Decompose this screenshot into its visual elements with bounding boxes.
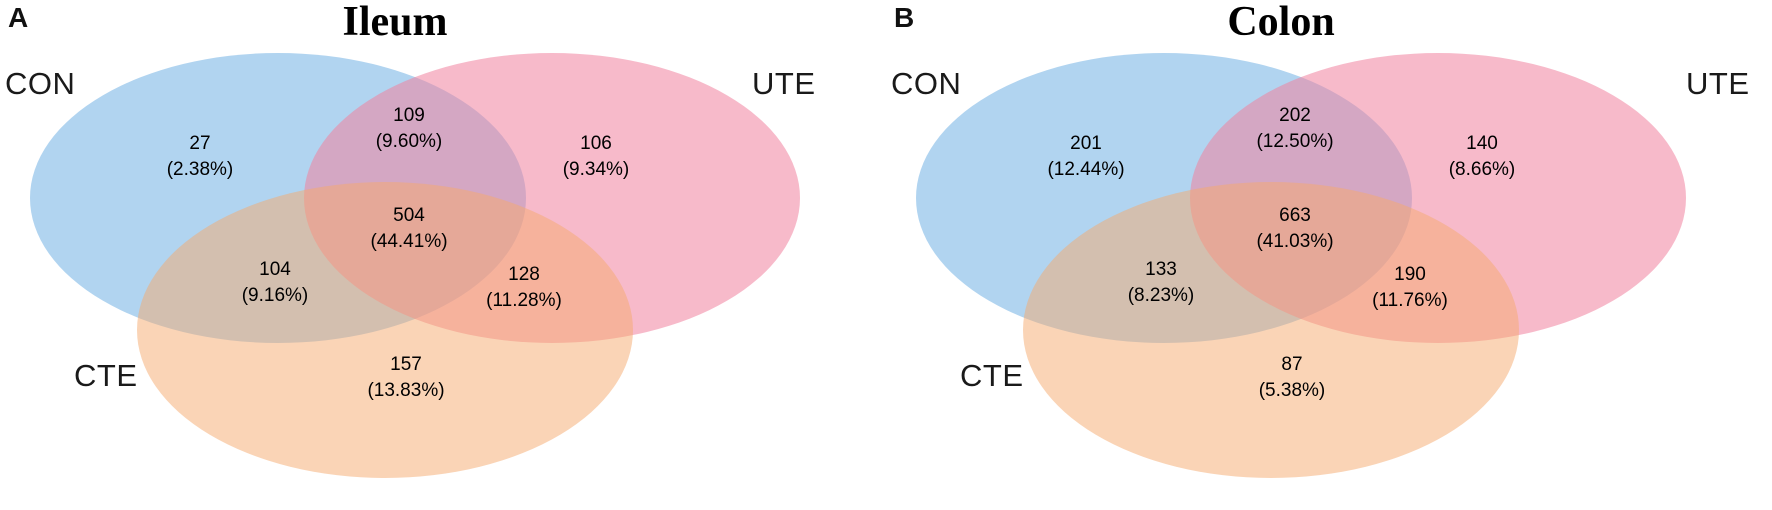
region-con-only: 201 (12.44%): [1047, 131, 1124, 183]
region-value: 202: [1279, 105, 1311, 126]
cte-ellipse: [137, 182, 633, 478]
region-value: 104: [259, 259, 291, 280]
region-con-cte: 133 (8.23%): [1128, 257, 1195, 309]
region-con-ute: 202 (12.50%): [1256, 103, 1333, 155]
region-percent: (2.38%): [166, 159, 234, 180]
set-label-ute: UTE: [1686, 66, 1750, 101]
region-percent: (9.34%): [562, 159, 630, 180]
region-con-ute-cte: 663 (41.03%): [1256, 203, 1333, 255]
set-label-con: CON: [891, 66, 962, 101]
panel-ileum: A Ileum CON UTE CTE 27 (2.38%) 109 (9.60…: [5, 0, 816, 478]
panel-letter: B: [894, 2, 915, 33]
region-percent: (8.66%): [1448, 159, 1516, 180]
set-label-cte: CTE: [74, 358, 138, 393]
region-value: 27: [189, 133, 211, 154]
region-value: 133: [1145, 259, 1177, 280]
region-con-cte: 104 (9.16%): [242, 257, 309, 309]
region-con-only: 27 (2.38%): [167, 131, 234, 183]
region-value: 663: [1279, 205, 1311, 226]
region-percent: (11.28%): [486, 290, 562, 311]
region-ute-only: 140 (8.66%): [1449, 131, 1516, 183]
region-percent: (8.23%): [1127, 285, 1195, 306]
panel-letter: A: [8, 2, 29, 33]
region-value: 128: [508, 264, 540, 285]
region-value: 109: [393, 105, 425, 126]
region-percent: (5.38%): [1258, 380, 1326, 401]
venn-diagram-ileum: [30, 53, 800, 478]
region-value: 87: [1281, 354, 1303, 375]
region-ute-only: 106 (9.34%): [563, 131, 630, 183]
region-ute-cte: 128 (11.28%): [486, 262, 562, 314]
region-value: 504: [393, 205, 425, 226]
region-percent: (41.03%): [1256, 231, 1334, 252]
region-percent: (9.60%): [375, 131, 443, 152]
set-label-con: CON: [5, 66, 76, 101]
region-value: 140: [1466, 133, 1498, 154]
panel-colon: B Colon CON UTE CTE 201 (12.44%) 202 (12…: [886, 0, 1772, 510]
region-con-ute-cte: 504 (44.41%): [370, 203, 447, 255]
region-percent: (12.44%): [1047, 159, 1125, 180]
region-percent: (13.83%): [367, 380, 445, 401]
region-value: 157: [390, 354, 422, 375]
cte-ellipse: [1023, 182, 1519, 478]
region-percent: (44.41%): [370, 231, 448, 252]
panel-title: Ileum: [342, 0, 448, 45]
region-cte-only: 157 (13.83%): [367, 352, 444, 404]
region-value: 201: [1070, 133, 1102, 154]
set-label-cte: CTE: [960, 358, 1024, 393]
region-con-ute: 109 (9.60%): [376, 103, 443, 155]
region-percent: (11.76%): [1372, 290, 1448, 311]
region-percent: (12.50%): [1256, 131, 1334, 152]
region-ute-cte: 190 (11.76%): [1372, 262, 1448, 314]
region-value: 106: [580, 133, 612, 154]
set-label-ute: UTE: [752, 66, 816, 101]
panel-title: Colon: [1227, 0, 1335, 45]
region-cte-only: 87 (5.38%): [1259, 352, 1326, 404]
region-value: 190: [1394, 264, 1426, 285]
venn-diagram-colon: [916, 53, 1686, 478]
region-percent: (9.16%): [241, 285, 309, 306]
